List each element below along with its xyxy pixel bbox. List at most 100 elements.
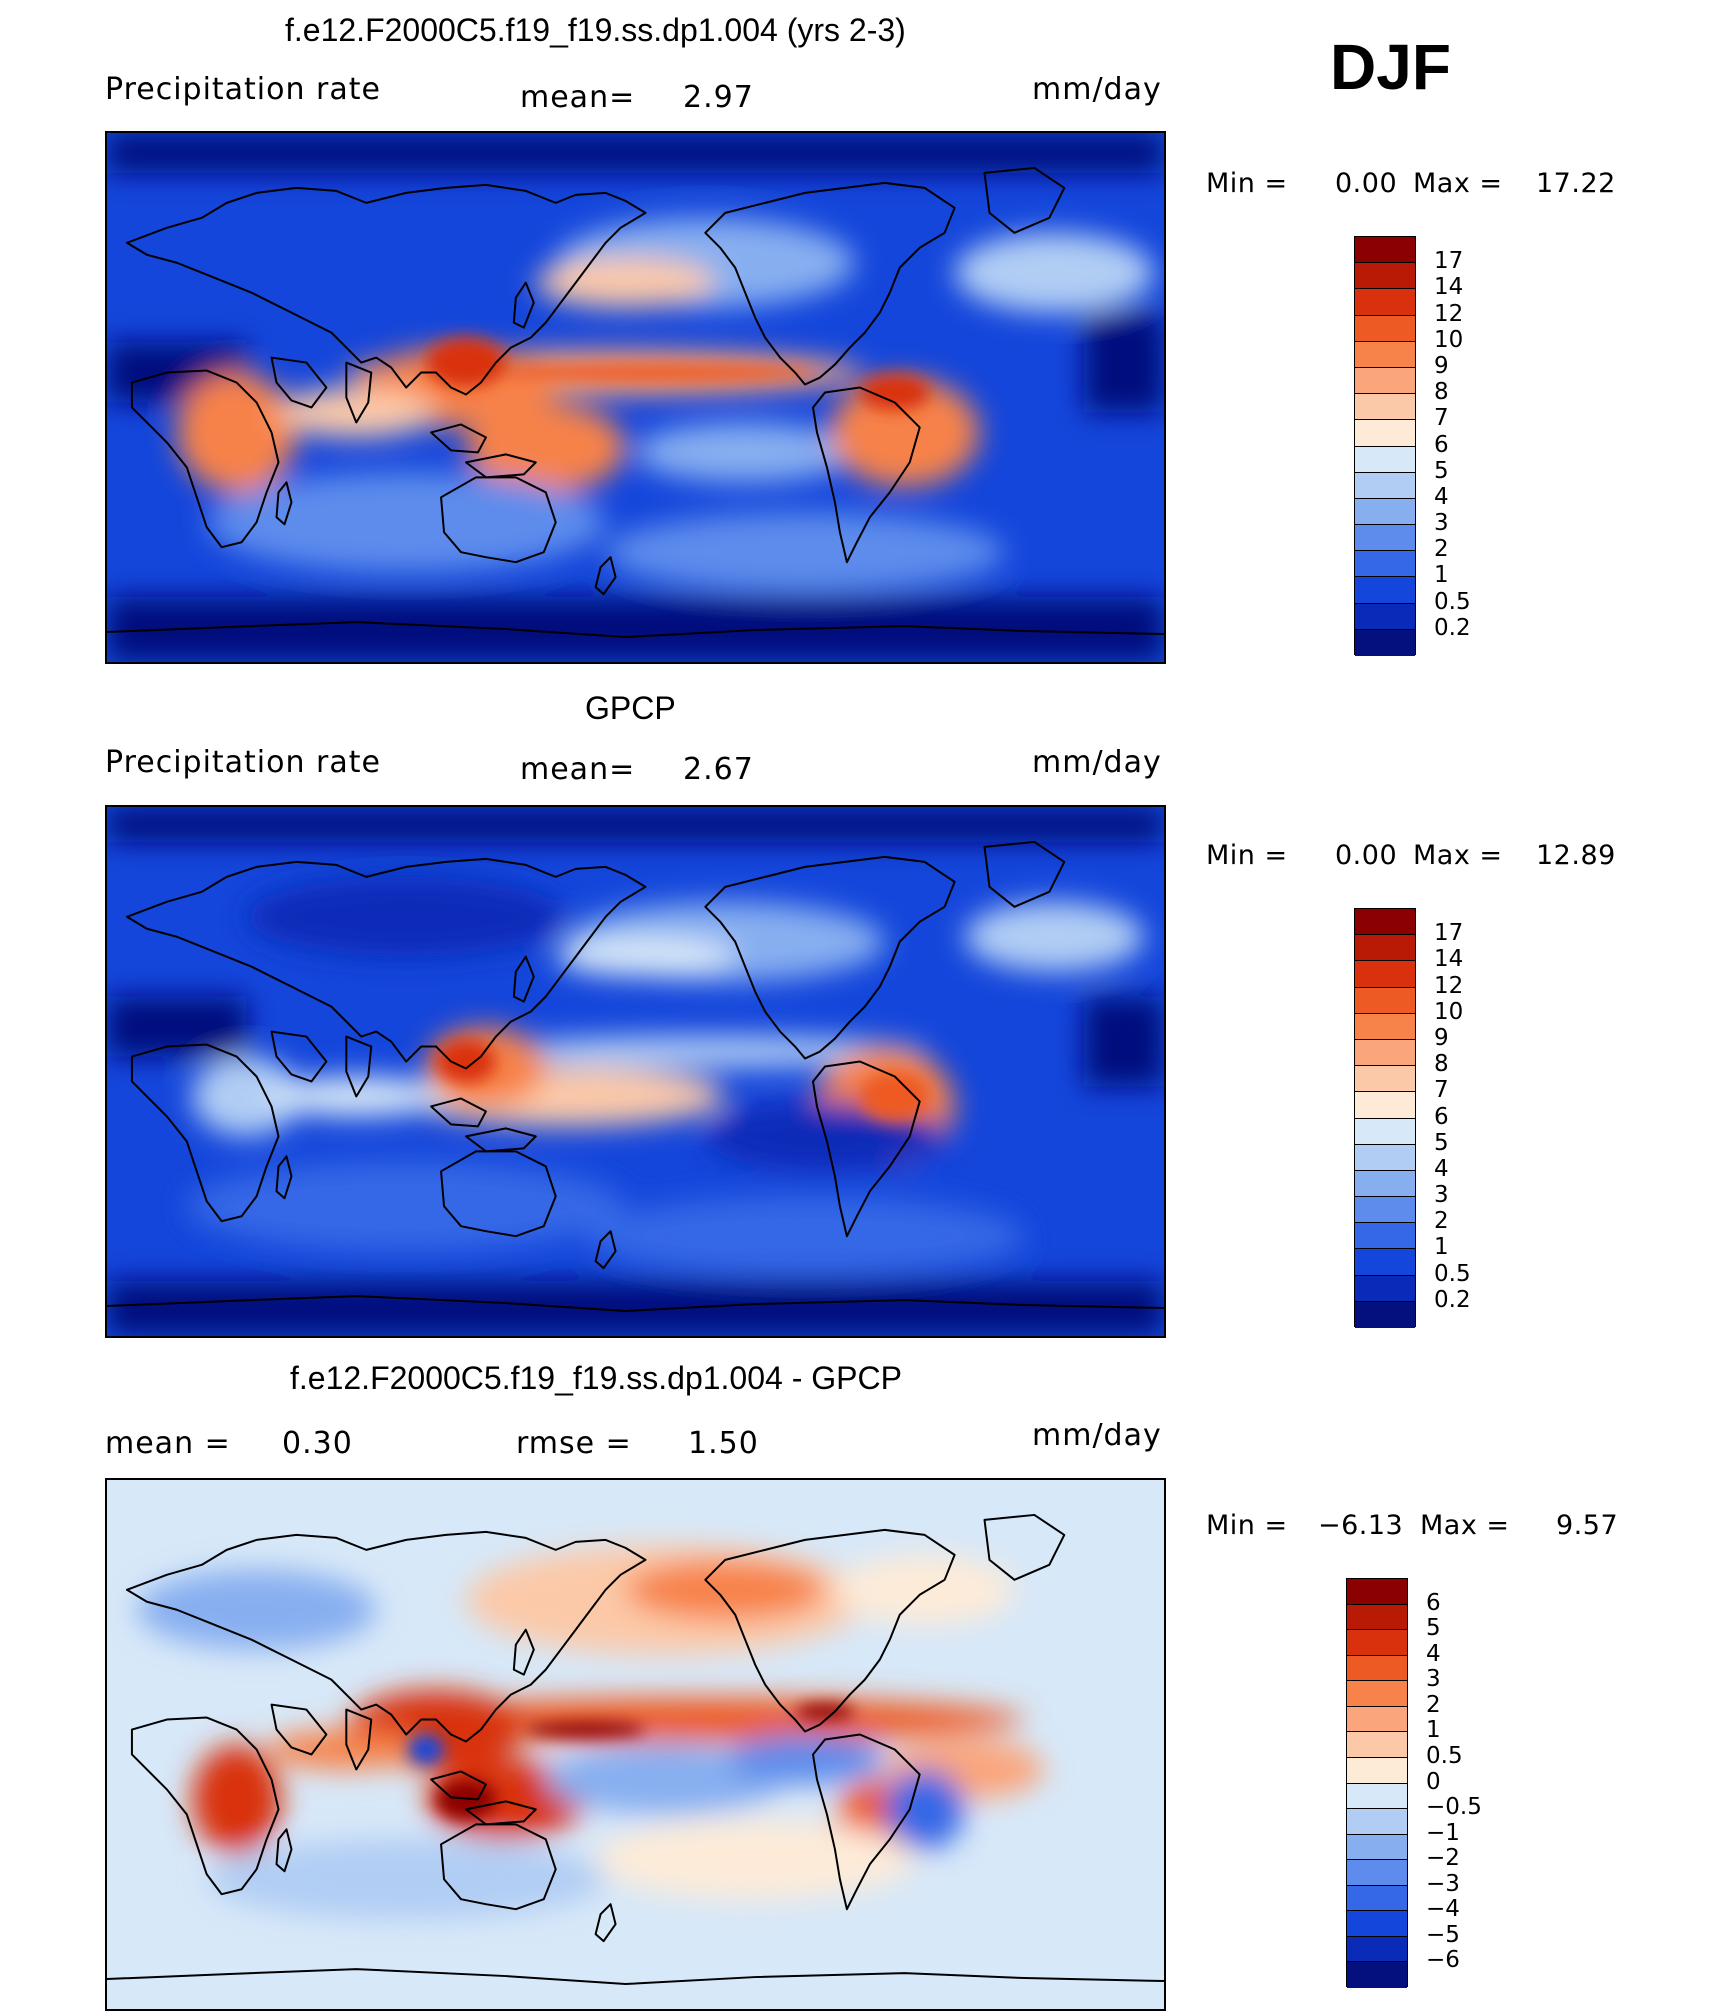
colorbar-segment [1355, 525, 1415, 552]
precip-map-model [105, 131, 1166, 664]
colorbar-segment [1355, 935, 1415, 962]
colorbar-segment [1355, 577, 1415, 604]
colorbar-tick-label: −2 [1426, 1845, 1460, 1872]
colorbar-segment [1355, 1197, 1415, 1224]
colorbar-segment [1355, 420, 1415, 447]
colorbar-tick-label: 5 [1426, 1615, 1441, 1642]
colorbar-model [1354, 236, 1416, 656]
colorbar-tick-label: −3 [1426, 1870, 1460, 1897]
colorbar-segment [1355, 341, 1415, 368]
colorbar-tick-label: 9 [1434, 1024, 1449, 1051]
colorbar-segment [1347, 1655, 1407, 1682]
min-value: 0.00 [1335, 168, 1398, 199]
colorbar-tick-label: 3 [1434, 1182, 1449, 1209]
colorbar-segment [1355, 289, 1415, 316]
mean-label: mean = [105, 1426, 231, 1461]
max-label: Max = [1413, 840, 1503, 871]
colorbar-tick-label: 1 [1426, 1717, 1441, 1744]
colorbar-difference [1346, 1578, 1408, 1988]
colorbar-gpcp [1354, 908, 1416, 1328]
colorbar-segment [1355, 1013, 1415, 1040]
colorbar-segment [1355, 1144, 1415, 1171]
colorbar-segment [1355, 315, 1415, 342]
units-label: mm/day [1032, 1418, 1162, 1453]
colorbar-tick-label: 7 [1434, 1077, 1449, 1104]
colorbar-segment [1355, 909, 1415, 936]
colorbar-segment [1347, 1809, 1407, 1835]
colorbar-segment [1347, 1706, 1407, 1733]
colorbar-tick-label: −6 [1426, 1947, 1460, 1974]
colorbar-tick-label: 4 [1434, 483, 1449, 510]
mean-label: mean= [520, 752, 636, 787]
colorbar-tick-label: 6 [1434, 1103, 1449, 1130]
colorbar-tick-label: 5 [1434, 1129, 1449, 1156]
panel-title: f.e12.F2000C5.f19_f19.ss.dp1.004 (yrs 2-… [285, 12, 906, 48]
season-label: DJF [1330, 31, 1451, 103]
colorbar-segment [1355, 551, 1415, 578]
colorbar-tick-label: 2 [1426, 1691, 1441, 1718]
precip-map-difference [105, 1478, 1166, 2011]
panel-title: f.e12.F2000C5.f19_f19.ss.dp1.004 - GPCP [290, 1360, 902, 1396]
max-label: Max = [1413, 168, 1503, 199]
colorbar-tick-label: 10 [1434, 326, 1464, 353]
min-label: Min = [1206, 168, 1288, 199]
colorbar-tick-label: 9 [1434, 352, 1449, 379]
colorbar-tick-label: 17 [1434, 920, 1464, 947]
mean-value: 0.30 [282, 1426, 353, 1461]
colorbar-segment [1347, 1962, 1407, 1988]
colorbar-segment [1355, 1170, 1415, 1198]
colorbar-tick-label: 14 [1434, 274, 1464, 301]
colorbar-segment [1347, 1579, 1407, 1605]
colorbar-tick-label: 7 [1434, 405, 1449, 432]
colorbar-segment [1355, 1118, 1415, 1145]
colorbar-segment [1347, 1604, 1407, 1631]
colorbar-tick-label: 1 [1434, 1234, 1449, 1261]
colorbar-tick-label: 14 [1434, 946, 1464, 973]
colorbar-segment [1355, 263, 1415, 290]
field-label: Precipitation rate [105, 745, 381, 780]
colorbar-segment [1355, 1092, 1415, 1119]
min-value: 0.00 [1335, 840, 1398, 871]
colorbar-tick-label: 2 [1434, 1208, 1449, 1235]
colorbar-segment [1347, 1885, 1407, 1912]
units-label: mm/day [1032, 72, 1162, 107]
rmse-value: 1.50 [688, 1426, 759, 1461]
colorbar-segment [1355, 1223, 1415, 1250]
min-value: −6.13 [1318, 1510, 1404, 1541]
colorbar-segment [1347, 1834, 1407, 1861]
colorbar-tick-label: 2 [1434, 536, 1449, 563]
colorbar-tick-label: 4 [1434, 1155, 1449, 1182]
max-value: 12.89 [1536, 840, 1616, 871]
colorbar-segment [1347, 1732, 1407, 1758]
colorbar-segment [1355, 367, 1415, 395]
colorbar-segment [1355, 603, 1415, 630]
colorbar-segment [1347, 1757, 1407, 1784]
precip-map-gpcp [105, 805, 1166, 1338]
field-label: Precipitation rate [105, 72, 381, 107]
colorbar-segment [1355, 1301, 1415, 1328]
colorbar-tick-label: 0.5 [1426, 1742, 1463, 1769]
panel-title: GPCP [585, 690, 676, 726]
colorbar-tick-label: −5 [1426, 1921, 1460, 1948]
colorbar-segment [1347, 1681, 1407, 1707]
colorbar-segment [1347, 1936, 1407, 1963]
colorbar-segment [1355, 237, 1415, 264]
colorbar-tick-label: 3 [1434, 510, 1449, 537]
colorbar-tick-label: 6 [1426, 1589, 1441, 1616]
colorbar-tick-label: 0 [1426, 1768, 1441, 1795]
colorbar-segment [1355, 472, 1415, 499]
colorbar-segment [1355, 1275, 1415, 1302]
colorbar-segment [1355, 961, 1415, 988]
colorbar-tick-label: 0.2 [1434, 1286, 1471, 1313]
colorbar-tick-label: 0.5 [1434, 588, 1471, 615]
colorbar-segment [1355, 446, 1415, 473]
colorbar-segment [1355, 1249, 1415, 1276]
colorbar-segment [1355, 987, 1415, 1014]
colorbar-tick-label: 17 [1434, 248, 1464, 275]
rmse-label: rmse = [516, 1426, 632, 1461]
colorbar-tick-label: 0.2 [1434, 614, 1471, 641]
colorbar-tick-label: 0.5 [1434, 1260, 1471, 1287]
colorbar-segment [1355, 1039, 1415, 1067]
min-label: Min = [1206, 1510, 1288, 1541]
colorbar-tick-label: −4 [1426, 1896, 1460, 1923]
